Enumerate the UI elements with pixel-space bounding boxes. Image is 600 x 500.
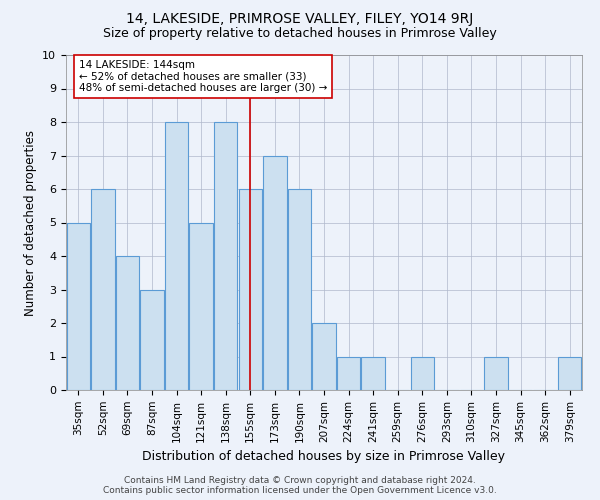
Text: Size of property relative to detached houses in Primrose Valley: Size of property relative to detached ho… bbox=[103, 28, 497, 40]
Bar bbox=[337, 356, 360, 390]
Bar bbox=[116, 256, 139, 390]
Y-axis label: Number of detached properties: Number of detached properties bbox=[24, 130, 37, 316]
Bar bbox=[214, 122, 238, 390]
Bar bbox=[288, 189, 311, 390]
Bar bbox=[410, 356, 434, 390]
Bar bbox=[91, 189, 115, 390]
Bar bbox=[140, 290, 164, 390]
Bar bbox=[558, 356, 581, 390]
Text: Contains HM Land Registry data © Crown copyright and database right 2024.
Contai: Contains HM Land Registry data © Crown c… bbox=[103, 476, 497, 495]
Text: 14, LAKESIDE, PRIMROSE VALLEY, FILEY, YO14 9RJ: 14, LAKESIDE, PRIMROSE VALLEY, FILEY, YO… bbox=[127, 12, 473, 26]
Bar bbox=[313, 323, 335, 390]
Bar bbox=[484, 356, 508, 390]
Bar bbox=[239, 189, 262, 390]
X-axis label: Distribution of detached houses by size in Primrose Valley: Distribution of detached houses by size … bbox=[143, 450, 505, 463]
Bar bbox=[165, 122, 188, 390]
Bar bbox=[67, 222, 90, 390]
Bar bbox=[263, 156, 287, 390]
Bar bbox=[190, 222, 213, 390]
Bar bbox=[361, 356, 385, 390]
Text: 14 LAKESIDE: 144sqm
← 52% of detached houses are smaller (33)
48% of semi-detach: 14 LAKESIDE: 144sqm ← 52% of detached ho… bbox=[79, 60, 327, 93]
